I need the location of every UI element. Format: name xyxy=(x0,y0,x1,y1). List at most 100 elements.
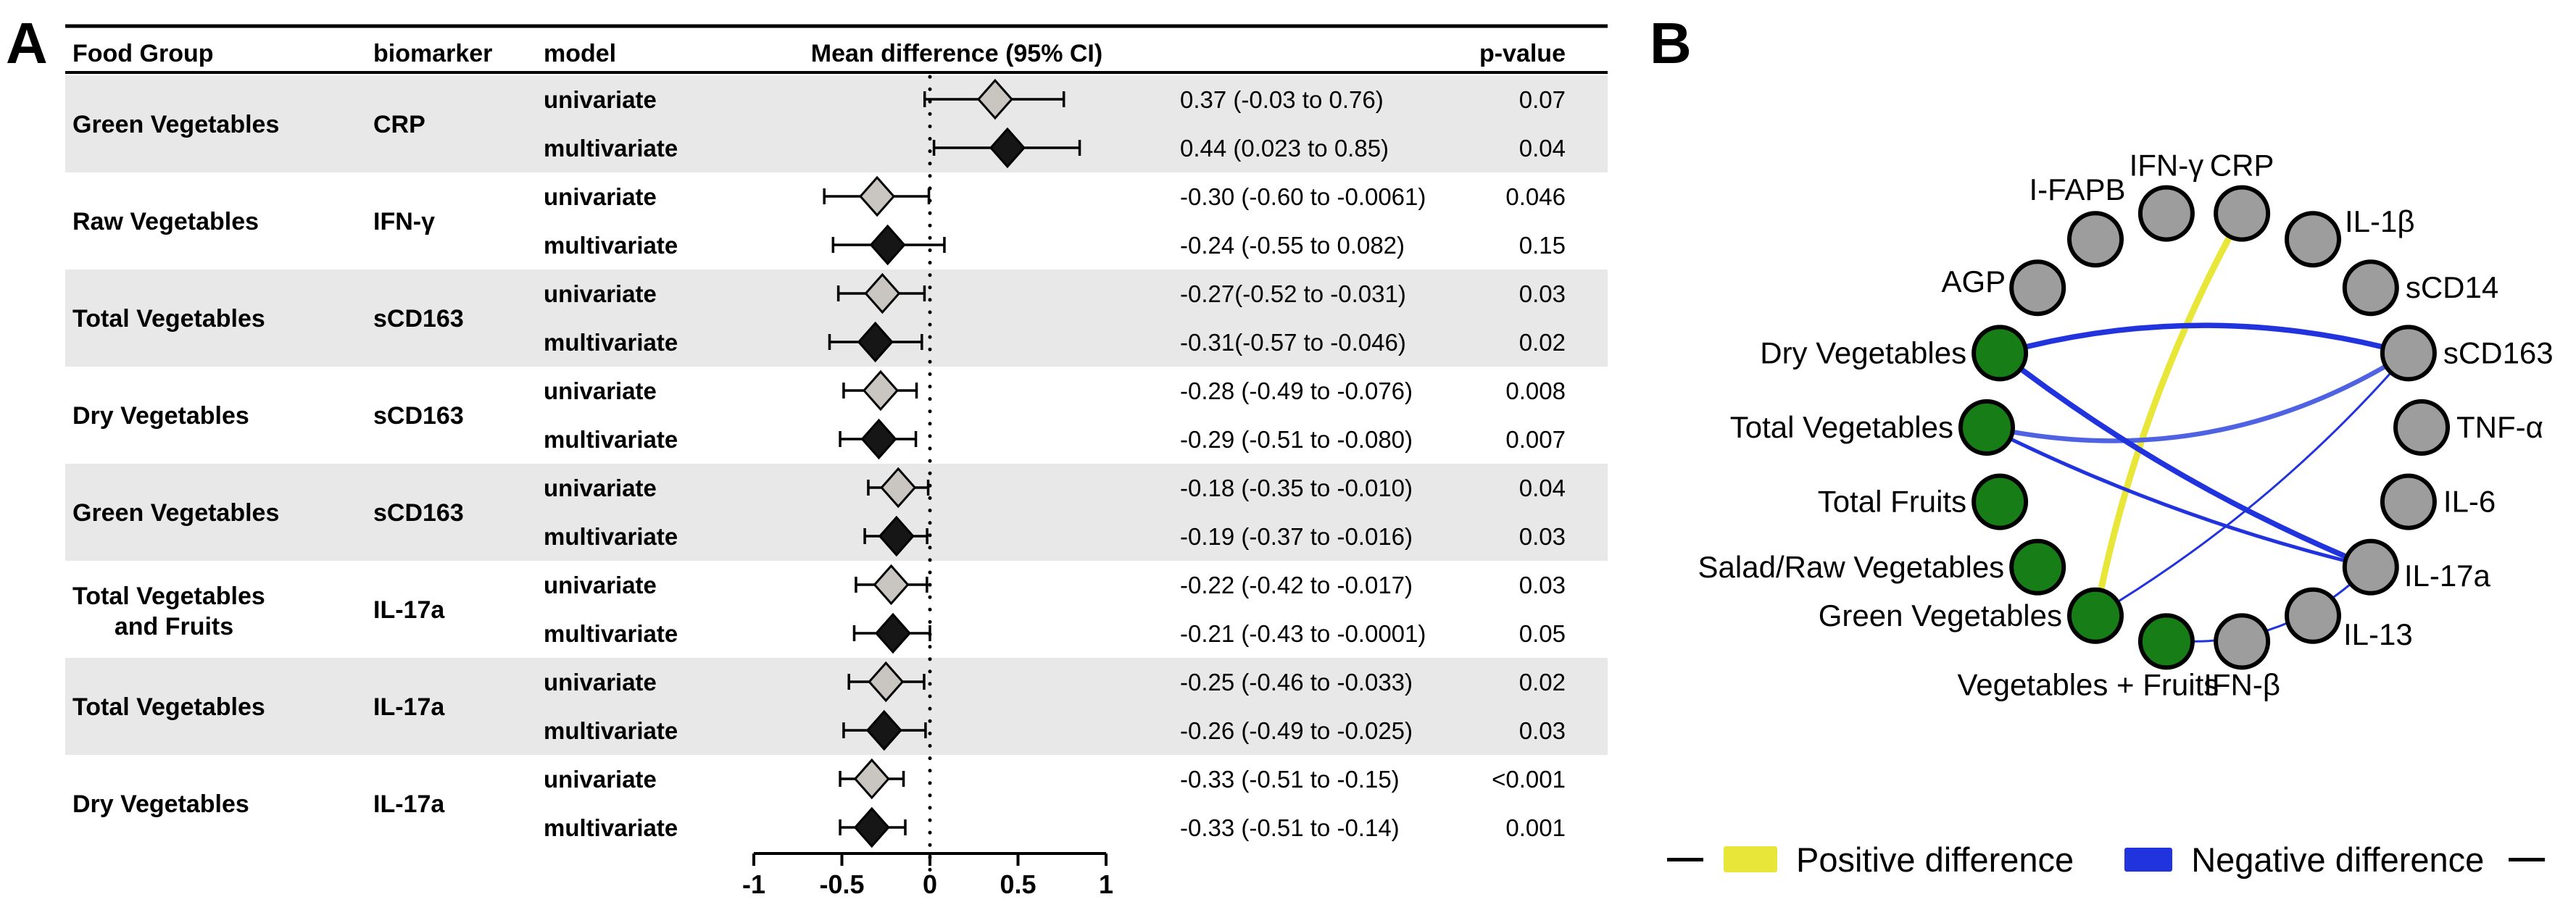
model-label: multivariate xyxy=(544,620,678,647)
x-axis-tick-label: 0.5 xyxy=(1000,869,1036,899)
p-value: 0.001 xyxy=(1505,814,1566,841)
food-group-node: Vegetables + Fruits xyxy=(1958,613,2219,701)
multivariate-diamond-marker xyxy=(853,806,890,848)
food-group-node: Salad/Raw Vegetables xyxy=(1698,538,2066,596)
model-label: multivariate xyxy=(544,426,678,453)
node-circle xyxy=(2137,185,2195,242)
univariate-diamond-marker xyxy=(862,370,899,412)
food-group-label: Green Vegetables xyxy=(72,111,279,138)
ci-text: -0.28 (-0.49 to -0.076) xyxy=(1180,377,1413,404)
food-group-label-line2: and Fruits xyxy=(115,613,233,640)
food-group-node: Total Vegetables xyxy=(1730,399,2015,456)
food-group-node: Green Vegetables xyxy=(1819,587,2124,644)
multivariate-diamond-marker xyxy=(865,709,902,751)
node-label: Green Vegetables xyxy=(1819,598,2062,633)
negative-difference-edge xyxy=(2011,364,2388,443)
positive-difference-swatch xyxy=(1724,846,1777,872)
node-label: I-FAPB xyxy=(2029,172,2125,206)
food-group-label: Green Vegetables xyxy=(72,499,279,527)
x-axis-tick-label: -0.5 xyxy=(819,869,864,899)
node-circle xyxy=(2380,325,2437,382)
forest-row: univariate 0.37 (-0.03 to 0.76) 0.07 xyxy=(544,78,1566,120)
edges xyxy=(2009,234,2391,643)
row-shading xyxy=(65,464,1608,561)
node-label: IL-13 xyxy=(2343,617,2413,651)
biomarker-label: sCD163 xyxy=(373,305,464,333)
node-circle xyxy=(2009,259,2066,317)
node-circle xyxy=(2214,613,2271,670)
forest-group: Green Vegetables CRP univariate 0.37 (-0.03… xyxy=(72,78,1566,169)
forest-row: univariate -0.27(-0.52 to -0.031) 0.03 xyxy=(544,272,1566,314)
biomarker-label: sCD163 xyxy=(373,499,464,527)
node-circle xyxy=(2285,211,2341,268)
food-group-node: Dry Vegetables xyxy=(1760,325,2029,382)
biomarker-node: AGP xyxy=(1941,259,2066,317)
multivariate-diamond-marker xyxy=(989,127,1026,169)
node-label: IL-6 xyxy=(2443,485,2496,519)
univariate-diamond-marker xyxy=(859,175,896,217)
legend-left-line xyxy=(1667,857,1703,861)
node-circle xyxy=(2009,538,2066,596)
univariate-diamond-marker xyxy=(976,78,1013,120)
node-label: sCD163 xyxy=(2443,335,2554,370)
node-label: Total Vegetables xyxy=(1730,410,1953,444)
ci-text: -0.19 (-0.37 to -0.016) xyxy=(1180,523,1413,550)
node-label: AGP xyxy=(1941,264,2006,299)
model-label: multivariate xyxy=(544,523,678,550)
ci-text: -0.31(-0.57 to -0.046) xyxy=(1180,329,1406,356)
ci-text: 0.44 (0.023 to 0.85) xyxy=(1180,135,1389,162)
node-circle xyxy=(2380,473,2437,530)
forest-row: multivariate -0.29 (-0.51 to -0.080) 0.007 xyxy=(544,418,1566,460)
forest-row: multivariate 0.44 (0.023 to 0.85) 0.04 xyxy=(544,127,1566,169)
model-label: multivariate xyxy=(544,135,678,162)
model-label: multivariate xyxy=(544,329,678,356)
p-value: 0.02 xyxy=(1519,669,1566,696)
node-circle xyxy=(2137,613,2195,670)
univariate-diamond-marker xyxy=(864,272,901,314)
forest-row: univariate -0.22 (-0.42 to -0.017) 0.03 xyxy=(544,564,1566,606)
negative-difference-swatch xyxy=(2124,847,2173,872)
p-value: 0.15 xyxy=(1519,232,1566,259)
column-header-model: model xyxy=(544,40,616,67)
forest-row: univariate -0.18 (-0.35 to -0.010) 0.04 xyxy=(544,467,1566,509)
forest-row: multivariate -0.21 (-0.43 to -0.0001) 0.05 xyxy=(544,612,1566,654)
forest-group: Green Vegetables sCD163 univariate -0.18 (-… xyxy=(72,467,1566,557)
biomarker-node: IL-6 xyxy=(2380,473,2496,530)
negative-difference-edge xyxy=(2024,322,2385,350)
node-label: IL-17a xyxy=(2404,559,2491,593)
biomarker-node: sCD14 xyxy=(2342,259,2498,317)
column-header-food-group: Food Group xyxy=(72,40,214,67)
food-group-label: Raw Vegetables xyxy=(72,208,259,235)
ci-text: -0.26 (-0.49 to -0.025) xyxy=(1180,717,1413,744)
biomarker-label: IL-17a xyxy=(373,596,445,624)
biomarker-node: IL-13 xyxy=(2285,587,2413,651)
multivariate-diamond-marker xyxy=(869,224,906,266)
forest-group: Dry Vegetables IL-17a univariate -0.33 (-0.… xyxy=(72,758,1566,848)
node-circle xyxy=(2342,259,2399,317)
positive-difference-edge xyxy=(2098,234,2232,593)
node-label: Total Fruits xyxy=(1818,485,1966,519)
multivariate-diamond-marker xyxy=(860,418,897,460)
row-shading xyxy=(65,270,1608,367)
ci-text: -0.33 (-0.51 to -0.14) xyxy=(1180,814,1400,841)
model-label: univariate xyxy=(544,377,657,404)
p-value: 0.03 xyxy=(1519,523,1566,550)
multivariate-diamond-marker xyxy=(878,515,915,557)
ci-text: 0.37 (-0.03 to 0.76) xyxy=(1180,86,1384,113)
node-circle xyxy=(1958,399,2015,456)
ci-text: -0.33 (-0.51 to -0.15) xyxy=(1180,766,1400,793)
forest-row: univariate -0.25 (-0.46 to -0.033) 0.02 xyxy=(544,661,1566,703)
p-value: 0.008 xyxy=(1505,377,1566,404)
negative-difference-edge xyxy=(2009,438,2346,562)
forest-group: Dry Vegetables sCD163 univariate -0.28 (-0.… xyxy=(72,370,1566,460)
forest-group: Total Vegetables sCD163 univariate -0.27(-0… xyxy=(72,272,1566,363)
biomarker-node: IL-17a xyxy=(2342,538,2491,596)
panel-b-label: B xyxy=(1650,11,1692,75)
forest-row: multivariate -0.26 (-0.49 to -0.025) 0.03 xyxy=(544,709,1566,751)
model-label: multivariate xyxy=(544,232,678,259)
biomarker-label: CRP xyxy=(373,111,425,138)
panel-a-label: A xyxy=(6,11,49,75)
biomarker-label: IL-17a xyxy=(373,693,445,721)
biomarker-node: sCD163 xyxy=(2380,325,2554,382)
